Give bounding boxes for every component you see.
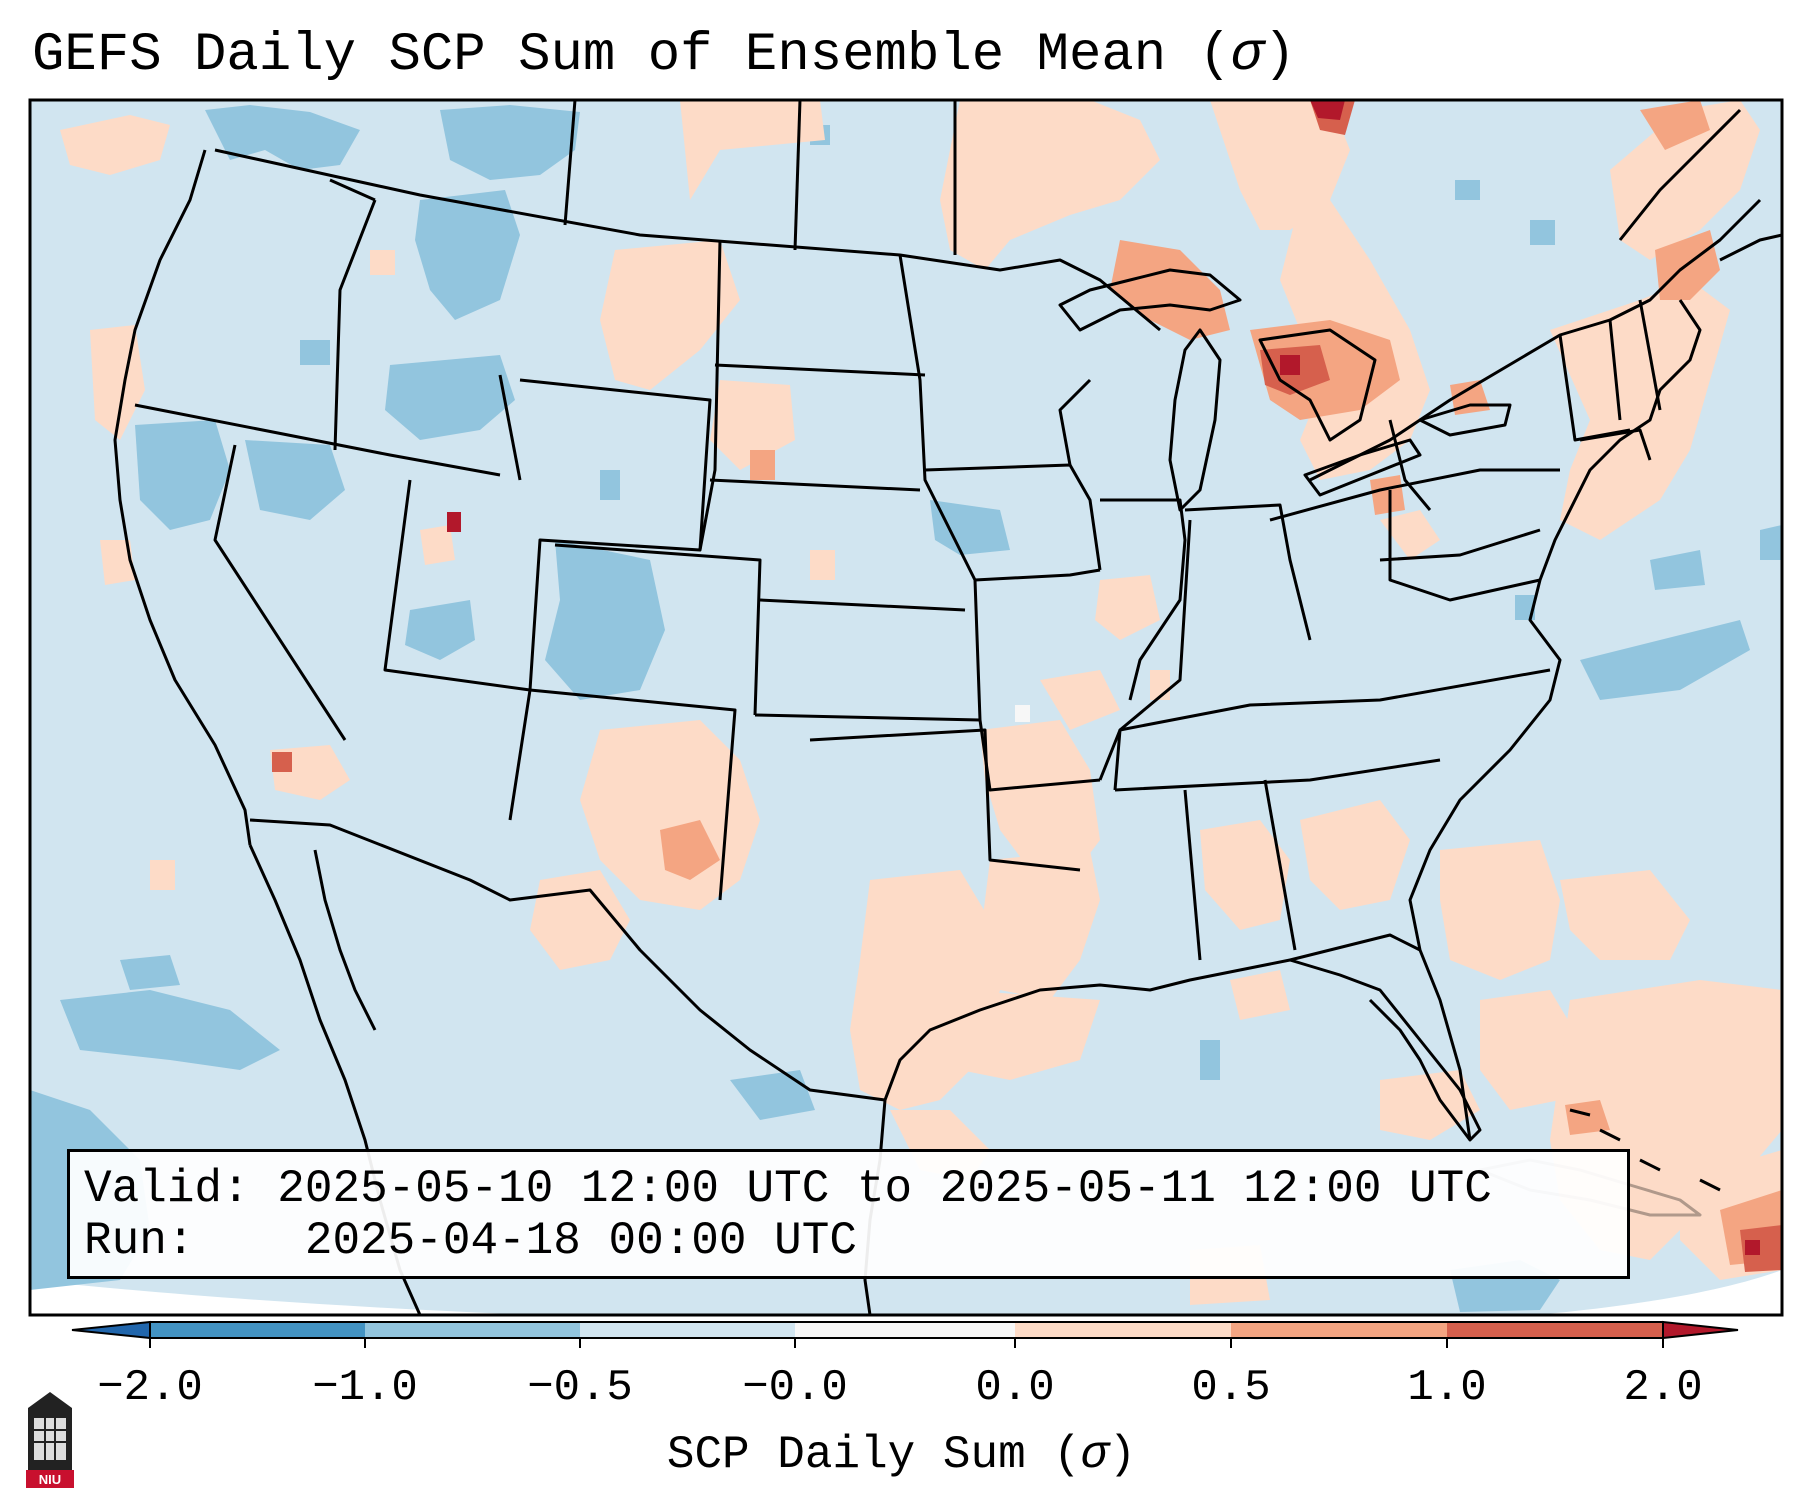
lake-ontario [1418, 403, 1512, 437]
state-border [1289, 933, 1421, 962]
state-border [554, 543, 762, 716]
state-border [1058, 378, 1092, 466]
coastline [1618, 108, 1742, 241]
valid-label: Valid: [84, 1163, 250, 1215]
state-border [1269, 468, 1560, 522]
niu-logo-text: NIU [39, 1472, 61, 1487]
state-border [529, 688, 737, 901]
colorbar-bin [795, 1322, 1015, 1338]
state-border [714, 363, 926, 377]
colorbar [71, 1320, 1739, 1348]
zero-anomaly-patches [1015, 705, 1030, 722]
colorbar-tick-label: 0.5 [1191, 1363, 1271, 1413]
colorbar-tick-label: 1.0 [1407, 1363, 1487, 1413]
colorbar-label: SCP Daily Sum (σ) [0, 1427, 1803, 1483]
state-border [978, 719, 1101, 792]
state-border [1379, 528, 1541, 562]
outside-projection-area [30, 1270, 1782, 1315]
lake-superior [1058, 268, 1242, 332]
state-border [793, 100, 802, 251]
state-border [1098, 668, 1551, 781]
colorbar-bin [1015, 1322, 1231, 1338]
title-text: GEFS Daily SCP Sum of Ensemble Mean ( [32, 25, 1231, 86]
colorbar-extend-high [1662, 1320, 1739, 1340]
us-mexico-border [249, 818, 886, 1102]
state-border [1184, 503, 1312, 641]
colorbar-label-text: SCP Daily Sum ( [666, 1429, 1081, 1481]
colorbar-bin [1447, 1322, 1663, 1338]
map-title: GEFS Daily SCP Sum of Ensemble Mean (σ) [32, 22, 1296, 90]
valid-line: Valid: 2025-05-10 12:00 UTC to 2025-05-1… [84, 1162, 1492, 1216]
state-border [1263, 779, 1297, 951]
title-sigma: σ [1231, 25, 1264, 86]
state-border [974, 568, 1101, 582]
colorbar-tick-label: −2.0 [97, 1363, 203, 1413]
positive-anomaly-patches [60, 100, 1782, 1305]
colorbar-ticks [149, 1338, 1664, 1348]
state-border [698, 239, 722, 551]
lake-michigan [1168, 328, 1222, 512]
title-close: ) [1263, 25, 1296, 86]
state-border [563, 100, 577, 226]
bahamas-outline [1569, 1108, 1721, 1192]
lake-huron [1258, 328, 1377, 442]
map-frame [28, 98, 1784, 1317]
state-border [329, 178, 376, 202]
run-label: Run: [84, 1215, 195, 1267]
valid-time-info-box: Valid: 2025-05-10 12:00 UTC to 2025-05-1… [67, 1149, 1630, 1279]
colorbar-tick-label: 2.0 [1623, 1363, 1703, 1413]
coastline [113, 149, 252, 846]
state-border [1183, 789, 1202, 961]
state-border [1114, 758, 1441, 792]
state-border [383, 479, 532, 821]
state-border [1638, 299, 1662, 411]
colorbar-frame [149, 1321, 1664, 1339]
us-canada-border [214, 148, 1161, 332]
colorbar-label-close: ) [1108, 1429, 1137, 1481]
niu-logo: NIU [26, 1392, 74, 1488]
colorbar-bin [1231, 1322, 1447, 1338]
state-border [924, 463, 1102, 571]
colorbar-tick-label: −0.5 [527, 1363, 633, 1413]
colorbar-bin [580, 1322, 795, 1338]
state-border [709, 478, 921, 492]
state-border [213, 444, 347, 741]
colorbar-tick-label: −1.0 [312, 1363, 418, 1413]
state-border [1579, 428, 1652, 461]
state-border [1100, 498, 1187, 701]
coastline [883, 958, 1482, 1142]
state-border [498, 374, 522, 481]
run-value: 2025-04-18 00:00 UTC [304, 1215, 857, 1267]
state-border [1113, 519, 1192, 791]
state-border [754, 713, 981, 722]
coastline [313, 849, 377, 1031]
colorbar-extend-low [71, 1320, 151, 1340]
state-border [134, 403, 501, 477]
state-border [809, 728, 1081, 872]
colorbar-bin [150, 1322, 365, 1338]
valid-value: 2025-05-10 12:00 UTC to 2025-05-11 12:00… [277, 1163, 1492, 1215]
political-boundaries [113, 100, 1782, 1315]
map-panel [30, 100, 1782, 1315]
colorbar-label-sigma: σ [1080, 1429, 1109, 1481]
colorbar-bin [365, 1322, 580, 1338]
lake-erie [1303, 438, 1422, 497]
run-line: Run: 2025-04-18 00:00 UTC [84, 1214, 857, 1268]
state-border [1388, 419, 1432, 511]
colorbar-tick-label: −0.0 [742, 1363, 848, 1413]
state-border [333, 199, 377, 451]
colorbar-tick-label: 0.0 [975, 1363, 1055, 1413]
extreme-positive-patches [447, 100, 1760, 1255]
state-border [759, 598, 966, 612]
state-border [1608, 319, 1622, 421]
coastline [1719, 233, 1782, 262]
state-border [1388, 490, 1541, 602]
state-border [898, 254, 982, 721]
